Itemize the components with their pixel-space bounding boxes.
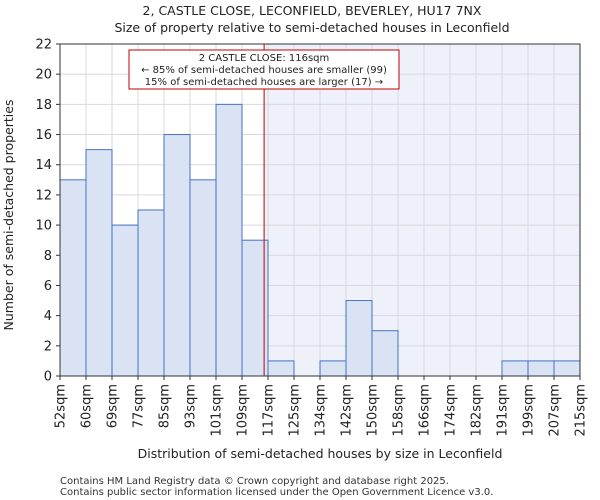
bar [527,360,555,377]
x-tick-label: 199sqm [522,384,537,437]
bar [189,179,217,377]
bar [163,134,191,377]
bar [267,360,295,377]
annotation-line1: 2 CASTLE CLOSE: 116sqm [199,53,330,64]
x-tick-label: 166sqm [418,384,433,437]
x-tick-label: 207sqm [548,384,563,437]
y-tick-label: 12 [35,188,52,203]
y-tick-label: 16 [35,128,52,143]
bar [319,360,347,377]
bar [501,360,529,377]
x-tick-label: 191sqm [496,384,511,437]
bar [553,360,581,377]
bar [345,300,373,377]
y-tick-label: 8 [44,249,52,264]
annotation-frame [128,49,400,90]
y-tick-label: 2 [44,339,52,354]
x-tick-label: 174sqm [444,384,459,437]
y-tick-label: 14 [35,158,52,173]
x-tick-label: 150sqm [366,384,381,437]
x-axis-label: Distribution of semi-detached houses by … [138,446,503,461]
x-tick-label: 215sqm [574,384,589,437]
y-tick-label: 0 [44,370,52,385]
x-tick-label: 93sqm [184,384,199,428]
y-tick-label: 20 [35,68,52,83]
bar [85,149,113,377]
bar [371,330,399,377]
y-tick-label: 6 [44,279,52,294]
y-tick-label: 18 [35,98,52,113]
y-tick-label: 10 [35,219,52,234]
chart-title-line1: 2, CASTLE CLOSE, LECONFIELD, BEVERLEY, H… [143,3,482,18]
annotation-line2: ← 85% of semi-detached houses are smalle… [141,65,387,76]
annotation-box: 2 CASTLE CLOSE: 116sqm ← 85% of semi-det… [128,49,400,90]
x-ticks: 52sqm 60sqm 69sqm 77sqm 85sqm 93sqm 101sqm 109s… [54,376,589,437]
y-tick-label: 4 [44,309,52,324]
y-ticks: 0 2 4 6 8 10 12 14 16 18 20 22 [35,38,60,385]
x-tick-label: 60sqm [80,384,95,428]
x-tick-label: 142sqm [340,384,355,437]
bar [137,209,165,377]
x-tick-label: 52sqm [54,384,69,428]
bar [111,224,139,377]
x-tick-label: 158sqm [392,384,407,437]
x-tick-label: 182sqm [470,384,485,437]
chart-title-line2: Size of property relative to semi-detach… [114,20,509,35]
x-tick-label: 101sqm [210,384,225,437]
x-tick-label: 125sqm [288,384,303,437]
x-tick-label: 85sqm [158,384,173,428]
x-tick-label: 117sqm [262,384,277,437]
bar [59,179,87,377]
x-tick-label: 134sqm [314,384,329,437]
annotation-line3: 15% of semi-detached houses are larger (… [145,77,383,88]
footer-line1: Contains HM Land Registry data © Crown c… [60,476,449,487]
bar [215,103,243,377]
y-axis-label: Number of semi-detached properties [1,100,16,331]
y-tick-label: 22 [35,38,52,53]
x-tick-label: 109sqm [236,384,251,437]
x-tick-label: 77sqm [132,384,147,428]
bars [59,103,581,377]
footer-line2: Contains public sector information licen… [60,487,493,498]
x-tick-label: 69sqm [106,384,121,428]
plot-area-highlight [264,44,580,376]
